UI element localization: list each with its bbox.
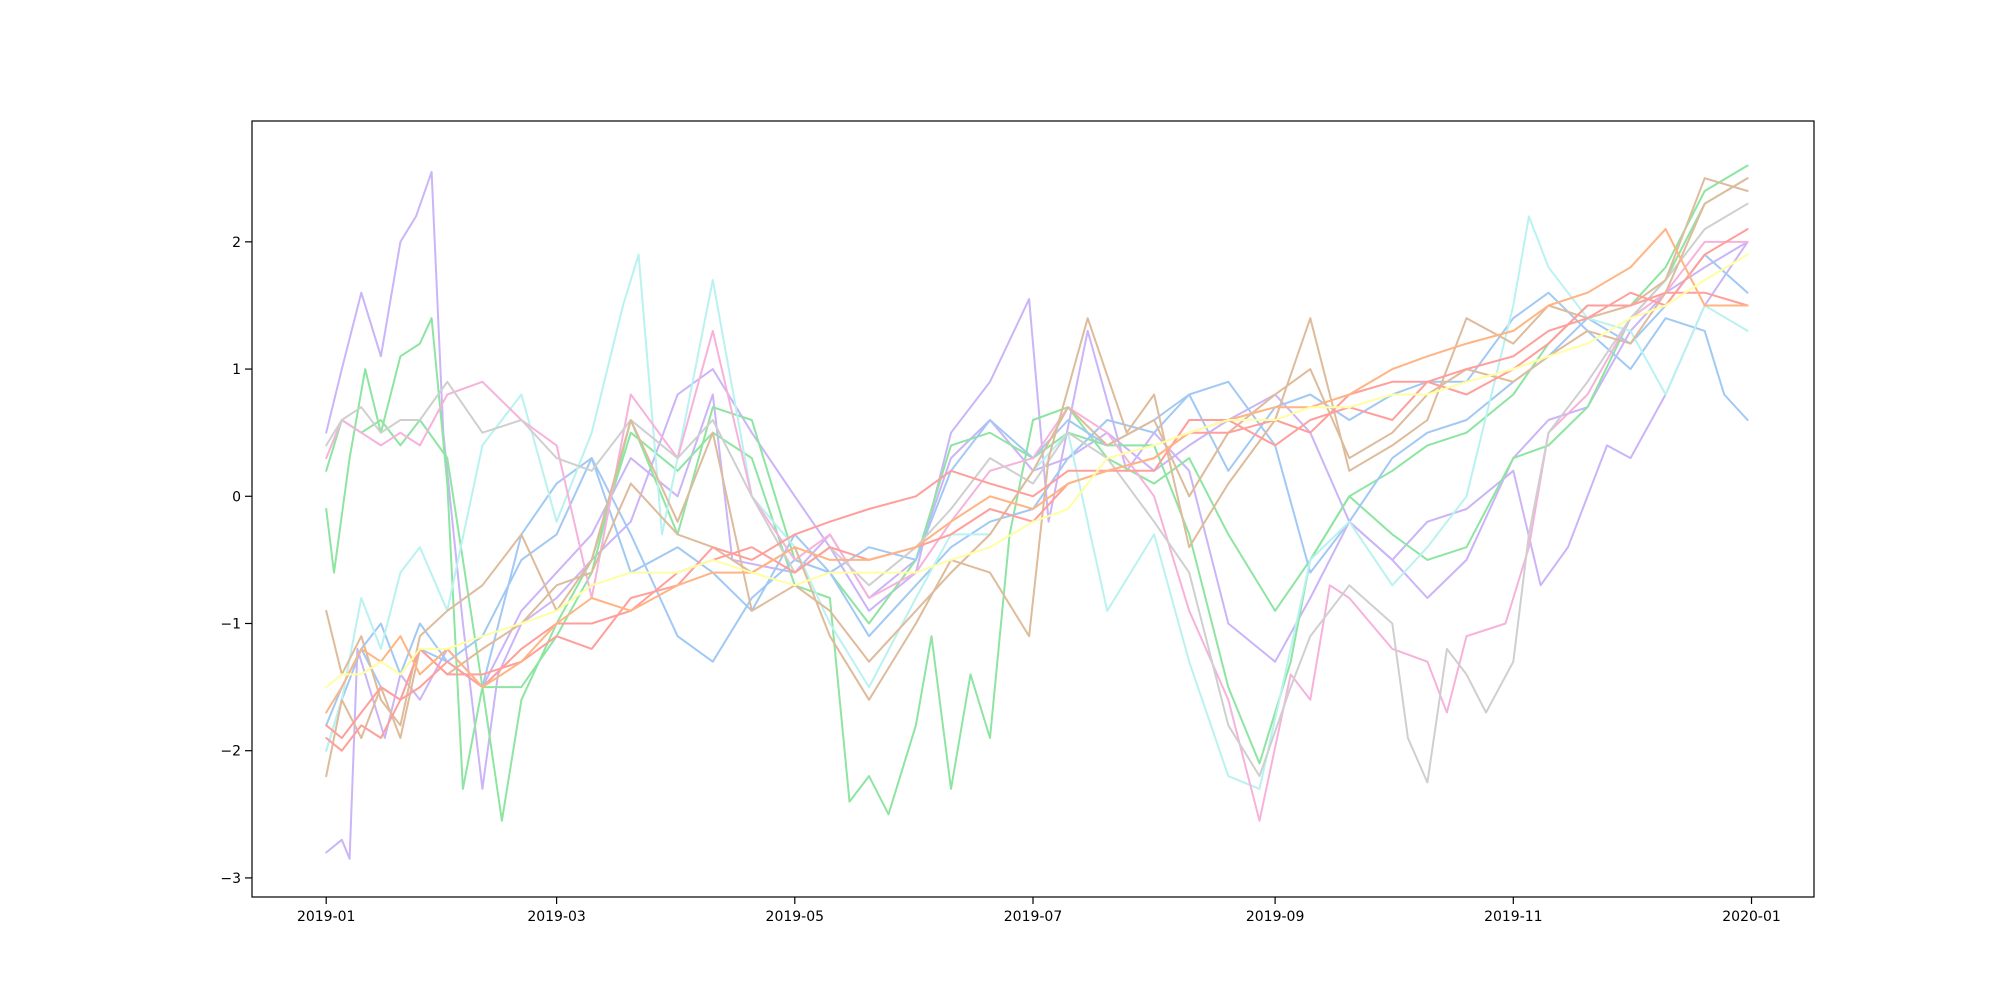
series-layer: [325, 164, 1749, 860]
y-tick-label: 1: [232, 362, 241, 378]
y-tick-label: −3: [220, 871, 241, 887]
y-tick-label: 2: [232, 235, 241, 251]
series-line-14: [325, 228, 1749, 714]
y-tick-label: −2: [220, 744, 241, 760]
x-tick-label: 2020-01: [1722, 909, 1781, 925]
x-tick-label: 2019-03: [527, 909, 586, 925]
series-line-5: [325, 291, 1749, 727]
series-line-3: [325, 177, 1749, 822]
series-line-11: [325, 177, 1749, 778]
series-line-8: [325, 240, 1749, 822]
series-line-7: [325, 215, 1749, 790]
x-tick-label: 2019-01: [297, 909, 356, 925]
x-tick-label: 2019-07: [1004, 909, 1063, 925]
series-line-4: [325, 164, 1749, 765]
series-line-9: [325, 202, 1749, 784]
x-tick-label: 2019-09: [1246, 909, 1305, 925]
y-axis: −3 −2 −1 0 1 2: [220, 235, 252, 887]
x-axis: 2019-01 2019-03 2019-05 2019-07 2019-09 2019-…: [297, 897, 1781, 925]
y-tick-label: −1: [220, 616, 241, 632]
series-line-13: [325, 291, 1749, 752]
series-line-15: [325, 253, 1749, 689]
x-tick-label: 2019-05: [766, 909, 825, 925]
y-tick-label: 0: [232, 489, 241, 505]
x-tick-label: 2019-11: [1484, 909, 1543, 925]
